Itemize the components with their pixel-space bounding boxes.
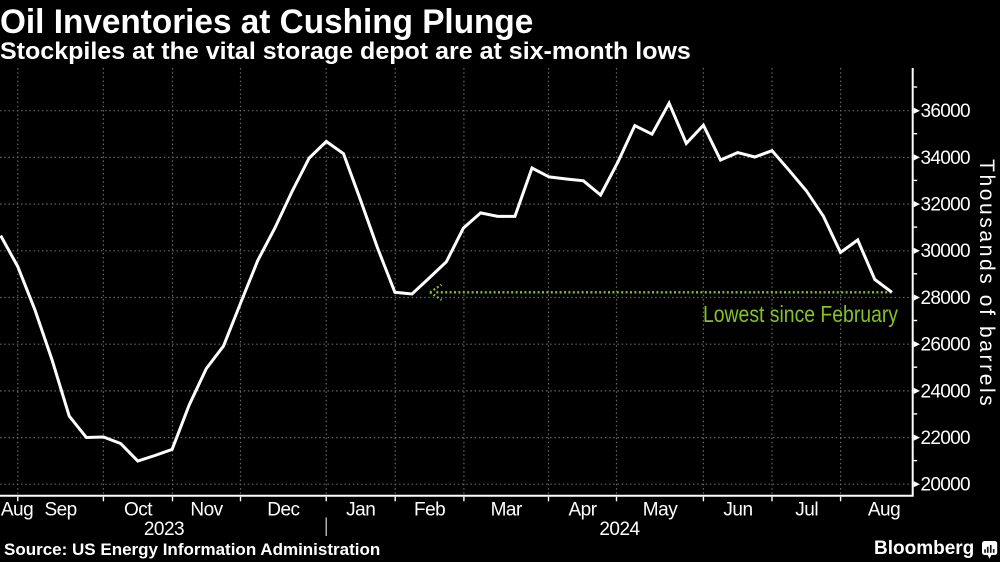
svg-text:34000: 34000 [921,148,970,169]
svg-text:36000: 36000 [921,101,970,122]
svg-text:Jul: Jul [795,500,818,521]
svg-text:May: May [643,500,678,521]
svg-text:2023: 2023 [144,519,184,540]
svg-text:Aug: Aug [868,500,900,521]
svg-text:Thousands of barrels: Thousands of barrels [975,159,998,408]
svg-text:30000: 30000 [921,241,970,262]
svg-text:22000: 22000 [921,428,970,449]
svg-text:Oct: Oct [124,500,153,521]
svg-text:Aug: Aug [1,500,33,521]
svg-text:26000: 26000 [921,335,970,356]
svg-text:Jan: Jan [346,500,375,521]
svg-text:24000: 24000 [921,381,970,402]
svg-text:28000: 28000 [921,288,970,309]
svg-text:Apr: Apr [568,500,597,521]
svg-text:Sep: Sep [44,500,76,521]
svg-text:Jun: Jun [723,500,752,521]
svg-text:32000: 32000 [921,195,970,216]
svg-text:Nov: Nov [190,500,223,521]
svg-text:Feb: Feb [414,500,445,521]
svg-text:2024: 2024 [599,519,640,540]
svg-text:Dec: Dec [267,500,299,521]
svg-text:Lowest since February: Lowest since February [703,301,898,327]
svg-text:20000: 20000 [921,475,970,496]
svg-text:Mar: Mar [491,500,523,521]
